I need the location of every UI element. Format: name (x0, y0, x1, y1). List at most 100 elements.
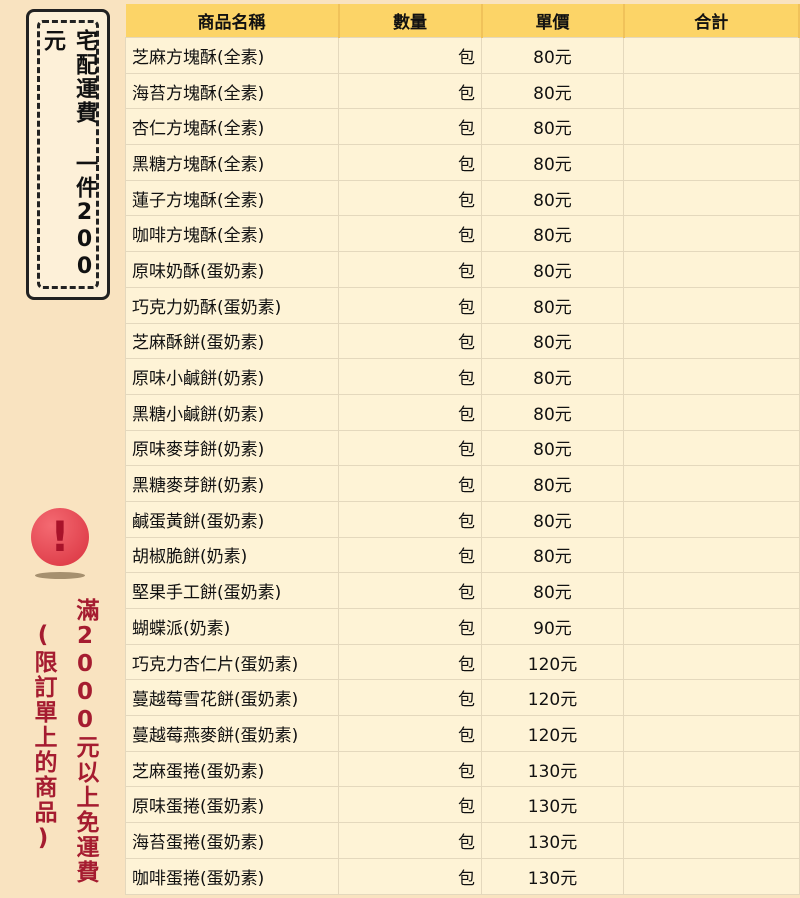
table-row: 海苔蛋捲(蛋奶素) 包 130元 (125, 822, 800, 859)
quantity-cell[interactable]: 包 (338, 786, 482, 824)
table-row: 芝麻方塊酥(全素) 包 80元 (125, 37, 800, 74)
table-row: 原味蛋捲(蛋奶素) 包 130元 (125, 786, 800, 824)
product-name: 咖啡蛋捲(蛋奶素) (125, 857, 339, 895)
shipping-fee-text: 宅配運費 一件200元 (40, 29, 97, 281)
quantity-cell[interactable]: 包 (338, 358, 482, 395)
product-name: 胡椒脆餅(奶素) (125, 536, 339, 574)
total-cell[interactable] (623, 358, 800, 395)
unit-price: 120元 (481, 715, 624, 752)
unit-price: 80元 (481, 179, 624, 217)
quantity-cell[interactable]: 包 (338, 643, 482, 681)
table-row: 堅果手工餅(蛋奶素) 包 80元 (125, 572, 800, 609)
unit-price: 130元 (481, 822, 624, 859)
total-cell[interactable] (623, 715, 800, 752)
total-cell[interactable] (623, 251, 800, 288)
unit-price: 80元 (481, 322, 624, 360)
quantity-cell[interactable]: 包 (338, 72, 482, 110)
total-cell[interactable] (623, 37, 800, 74)
total-cell[interactable] (623, 429, 800, 467)
quantity-cell[interactable]: 包 (338, 179, 482, 217)
quantity-cell[interactable]: 包 (338, 393, 482, 431)
unit-price: 130元 (481, 786, 624, 824)
total-cell[interactable] (623, 215, 800, 253)
product-name: 蓮子方塊酥(全素) (125, 179, 339, 217)
total-cell[interactable] (623, 750, 800, 788)
quantity-cell[interactable]: 包 (338, 215, 482, 253)
total-cell[interactable] (623, 500, 800, 538)
product-name: 原味麥芽餅(奶素) (125, 429, 339, 467)
total-cell[interactable] (623, 144, 800, 181)
table-row: 巧克力杏仁片(蛋奶素) 包 120元 (125, 643, 800, 681)
total-cell[interactable] (623, 786, 800, 824)
table-row: 原味小鹹餅(奶素) 包 80元 (125, 358, 800, 395)
product-name: 咖啡方塊酥(全素) (125, 215, 339, 253)
table-row: 鹹蛋黃餅(蛋奶素) 包 80元 (125, 500, 800, 538)
product-name: 原味奶酥(蛋奶素) (125, 251, 339, 288)
unit-price: 90元 (481, 608, 624, 645)
quantity-cell[interactable]: 包 (338, 465, 482, 502)
quantity-cell[interactable]: 包 (338, 322, 482, 360)
total-cell[interactable] (623, 536, 800, 574)
quantity-cell[interactable]: 包 (338, 37, 482, 74)
table-row: 杏仁方塊酥(全素) 包 80元 (125, 108, 800, 146)
unit-price: 80元 (481, 251, 624, 288)
quantity-cell[interactable]: 包 (338, 822, 482, 859)
total-cell[interactable] (623, 822, 800, 859)
quantity-cell[interactable]: 包 (338, 857, 482, 895)
total-cell[interactable] (623, 857, 800, 895)
table-row: 原味奶酥(蛋奶素) 包 80元 (125, 251, 800, 288)
quantity-cell[interactable]: 包 (338, 608, 482, 645)
icon-shadow (35, 572, 85, 579)
total-cell[interactable] (623, 572, 800, 609)
total-cell[interactable] (623, 393, 800, 431)
unit-price: 120元 (481, 679, 624, 717)
total-cell[interactable] (623, 679, 800, 717)
unit-price: 80元 (481, 108, 624, 146)
total-cell[interactable] (623, 179, 800, 217)
quantity-cell[interactable]: 包 (338, 572, 482, 609)
product-name: 蔓越莓雪花餅(蛋奶素) (125, 679, 339, 717)
quantity-cell[interactable]: 包 (338, 286, 482, 324)
unit-price: 80元 (481, 358, 624, 395)
product-name: 原味蛋捲(蛋奶素) (125, 786, 339, 824)
total-cell[interactable] (623, 465, 800, 502)
product-name: 蔓越莓燕麥餅(蛋奶素) (125, 715, 339, 752)
unit-price: 130元 (481, 857, 624, 895)
quantity-cell[interactable]: 包 (338, 429, 482, 467)
product-name: 海苔蛋捲(蛋奶素) (125, 822, 339, 859)
total-cell[interactable] (623, 643, 800, 681)
table-row: 巧克力奶酥(蛋奶素) 包 80元 (125, 286, 800, 324)
header-name: 商品名稱 (125, 4, 340, 38)
total-cell[interactable] (623, 108, 800, 146)
exclamation-circle-icon: ! (31, 508, 89, 566)
product-name: 鹹蛋黃餅(蛋奶素) (125, 500, 339, 538)
table-row: 芝麻蛋捲(蛋奶素) 包 130元 (125, 750, 800, 788)
quantity-cell[interactable]: 包 (338, 715, 482, 752)
quantity-cell[interactable]: 包 (338, 251, 482, 288)
quantity-cell[interactable]: 包 (338, 144, 482, 181)
product-name: 黑糖麥芽餅(奶素) (125, 465, 339, 502)
quantity-cell[interactable]: 包 (338, 679, 482, 717)
table-row: 蔓越莓燕麥餅(蛋奶素) 包 120元 (125, 715, 800, 752)
product-name: 芝麻方塊酥(全素) (125, 37, 339, 74)
total-cell[interactable] (623, 608, 800, 645)
shipping-fee-box: 宅配運費 一件200元 (26, 9, 110, 300)
unit-price: 80元 (481, 144, 624, 181)
total-cell[interactable] (623, 286, 800, 324)
unit-price: 130元 (481, 750, 624, 788)
total-cell[interactable] (623, 72, 800, 110)
unit-price: 80元 (481, 393, 624, 431)
unit-price: 80元 (481, 72, 624, 110)
table-row: 黑糖麥芽餅(奶素) 包 80元 (125, 465, 800, 502)
unit-price: 80元 (481, 37, 624, 74)
header-price: 單價 (481, 4, 625, 38)
table-row: 蔓越莓雪花餅(蛋奶素) 包 120元 (125, 679, 800, 717)
quantity-cell[interactable]: 包 (338, 108, 482, 146)
free-shipping-note: (限訂單上的商品) (30, 622, 56, 853)
quantity-cell[interactable]: 包 (338, 536, 482, 574)
product-name: 芝麻酥餅(蛋奶素) (125, 322, 339, 360)
total-cell[interactable] (623, 322, 800, 360)
product-name: 海苔方塊酥(全素) (125, 72, 339, 110)
quantity-cell[interactable]: 包 (338, 750, 482, 788)
quantity-cell[interactable]: 包 (338, 500, 482, 538)
